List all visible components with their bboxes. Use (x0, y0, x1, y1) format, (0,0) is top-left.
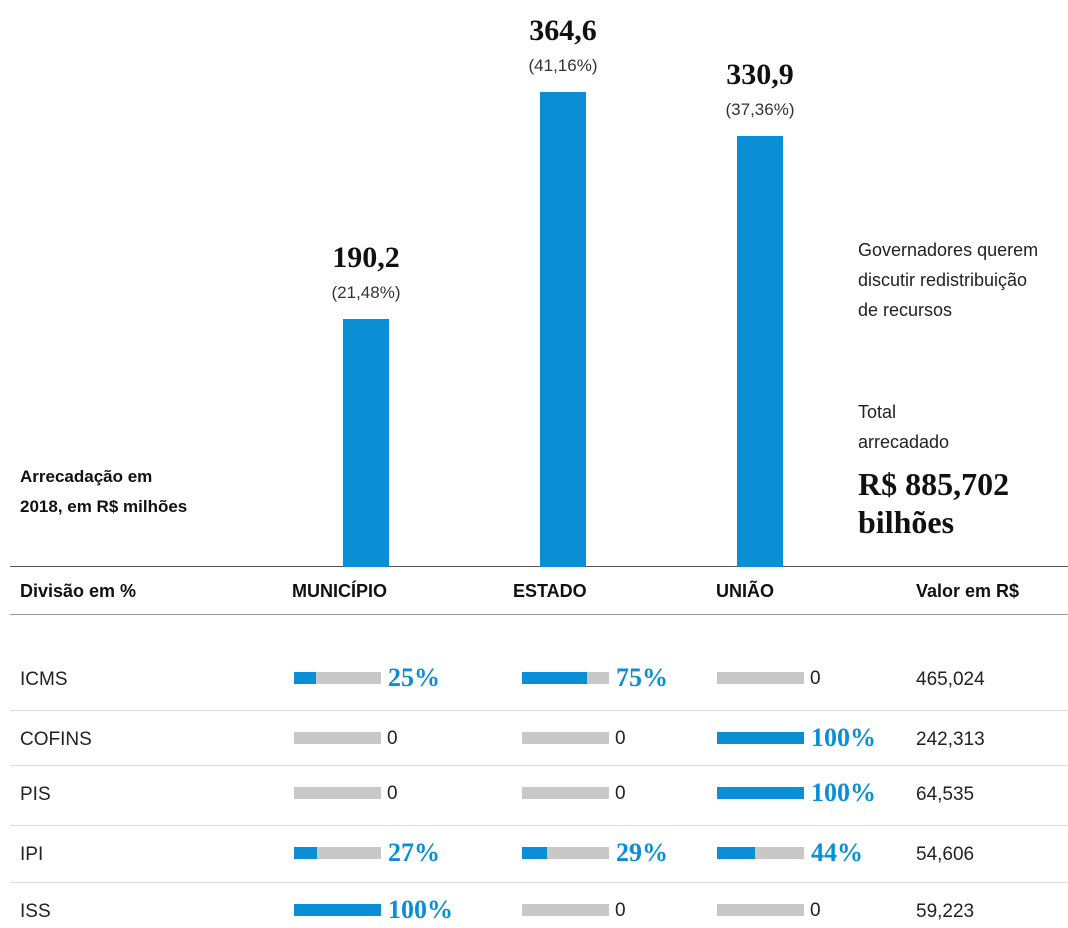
column-header: MUNICÍPIO (292, 581, 388, 601)
share-bar (294, 904, 381, 916)
bar (540, 91, 586, 567)
share-track (294, 732, 381, 744)
row-total: 465,024 (916, 669, 985, 690)
row-total: 59,223 (916, 901, 975, 922)
share-track (717, 904, 804, 916)
y-label: Arrecadação em 2018, em R$ milhões (20, 467, 188, 516)
share-label: 0 (387, 728, 398, 749)
row-label: PIS (20, 784, 51, 805)
share-track (522, 787, 609, 799)
row-total: 64,535 (916, 784, 975, 805)
share-label: 0 (810, 668, 821, 689)
share-label: 0 (810, 900, 821, 921)
share-track (522, 732, 609, 744)
row-divider (10, 765, 1068, 766)
note: Governadores querem discutir redistribui… (858, 240, 1039, 320)
row-label: COFINS (20, 729, 92, 750)
bar (737, 135, 783, 567)
bar (343, 319, 389, 567)
share-track (717, 672, 804, 684)
row-label: ICMS (20, 669, 68, 690)
share-bar (294, 672, 316, 684)
share-label: 0 (615, 900, 626, 921)
total-label: Total arrecadado (858, 402, 950, 452)
row-header: Divisão em % (20, 581, 137, 601)
share-label: 44% (811, 838, 863, 867)
row-label: IPI (20, 844, 44, 865)
share-label: 29% (616, 838, 668, 867)
column-header: UNIÃO (716, 581, 774, 601)
share-label: 75% (616, 663, 668, 692)
share-bar (717, 732, 804, 744)
share-label: 0 (387, 783, 398, 804)
share-label: 100% (811, 778, 876, 807)
value-header: Valor em R$ (916, 581, 1020, 601)
share-track (522, 904, 609, 916)
share-label: 100% (811, 723, 876, 752)
share-label: (21,48%) (331, 283, 401, 303)
share-label: 0 (615, 783, 626, 804)
divider (10, 566, 1068, 567)
row-divider (10, 710, 1068, 711)
row-divider (10, 882, 1068, 883)
share-label: 27% (388, 838, 440, 867)
share-label: 100% (388, 895, 453, 924)
share-track (294, 787, 381, 799)
divider (10, 614, 1068, 615)
share-bar (522, 847, 548, 859)
row-total: 242,313 (916, 729, 985, 750)
value-label: 364,6 (529, 13, 597, 47)
share-label: (37,36%) (725, 99, 795, 119)
share-bar (717, 847, 756, 859)
share-label: (41,16%) (528, 55, 598, 75)
share-track (294, 672, 381, 684)
value-label: 330,9 (726, 57, 794, 91)
total-value: R$ 885,702 bilhões (858, 466, 1010, 540)
share-label: 25% (388, 663, 440, 692)
row-total: 54,606 (916, 844, 975, 865)
value-label: 190,2 (332, 241, 400, 275)
column-header: ESTADO (513, 581, 587, 601)
row-label: ISS (20, 901, 51, 922)
share-label: 0 (615, 728, 626, 749)
share-bar (294, 847, 318, 859)
row-divider (10, 825, 1068, 826)
share-bar (522, 672, 588, 684)
share-bar (717, 787, 804, 799)
